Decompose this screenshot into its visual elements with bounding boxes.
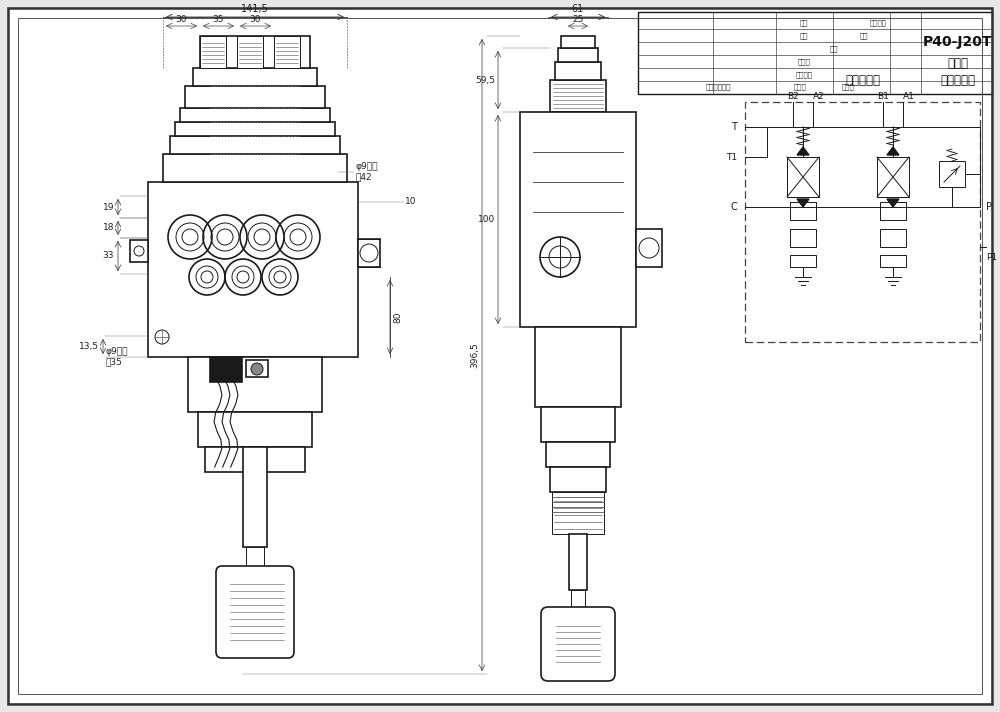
Bar	[790, 229, 816, 247]
Text: C: C	[730, 202, 737, 212]
FancyBboxPatch shape	[216, 566, 294, 658]
Bar	[571, 590, 585, 614]
Text: 10: 10	[405, 197, 416, 206]
Bar	[877, 157, 909, 197]
Bar	[246, 547, 264, 572]
Bar	[358, 239, 380, 267]
Text: 多路阀
外形尺寸图: 多路阀 外形尺寸图	[940, 57, 976, 87]
Text: 59,5: 59,5	[475, 75, 495, 85]
Bar	[638, 12, 992, 94]
Bar	[175, 122, 335, 136]
Bar	[745, 102, 980, 342]
Text: 工艺审: 工艺审	[798, 58, 810, 66]
Text: 规格化审: 规格化审	[796, 72, 812, 78]
Bar	[787, 157, 819, 197]
Bar	[246, 360, 268, 377]
Bar	[200, 36, 226, 68]
Text: 80: 80	[393, 311, 402, 323]
Bar	[130, 240, 148, 262]
Text: B2: B2	[787, 92, 799, 101]
Text: 图纸性质: 图纸性质	[870, 20, 887, 26]
Text: 液压原理图: 液压原理图	[845, 74, 880, 87]
Bar	[550, 467, 606, 492]
Circle shape	[251, 363, 263, 375]
Bar	[180, 108, 330, 122]
Bar	[163, 154, 347, 182]
Text: A1: A1	[903, 92, 915, 101]
Text: P: P	[986, 202, 992, 212]
Bar	[569, 534, 587, 590]
Text: 35: 35	[213, 15, 224, 24]
Bar	[243, 447, 267, 547]
Text: A2: A2	[813, 92, 825, 101]
Text: P1: P1	[986, 253, 997, 261]
Text: 图号: 图号	[800, 20, 808, 26]
Bar	[552, 492, 604, 534]
Bar	[205, 447, 305, 472]
Bar	[541, 407, 615, 442]
Bar	[148, 182, 358, 357]
Text: 19: 19	[103, 202, 114, 211]
Text: 双面合签图纸: 双面合签图纸	[705, 84, 731, 90]
Bar	[193, 68, 317, 86]
Text: 141,5: 141,5	[241, 4, 269, 14]
Polygon shape	[797, 199, 809, 207]
Polygon shape	[797, 147, 809, 155]
Bar	[558, 48, 598, 62]
Bar	[546, 442, 610, 467]
Bar	[200, 36, 310, 68]
Bar	[880, 229, 906, 247]
Bar	[636, 229, 662, 267]
Text: 396,5: 396,5	[470, 342, 479, 368]
Text: T1: T1	[726, 152, 737, 162]
Text: B1: B1	[877, 92, 889, 101]
Bar	[790, 255, 816, 267]
Text: 审核人: 审核人	[842, 84, 854, 90]
Text: 13,5: 13,5	[79, 342, 99, 351]
Text: φ9尺孔
高35: φ9尺孔 高35	[105, 347, 128, 367]
Bar	[550, 80, 606, 112]
Bar	[188, 357, 322, 412]
Bar	[561, 36, 595, 48]
Text: 设计人: 设计人	[794, 84, 806, 90]
Bar	[880, 255, 906, 267]
Bar	[939, 161, 965, 187]
Text: φ9尺孔
高42: φ9尺孔 高42	[355, 162, 378, 182]
Bar	[170, 136, 340, 154]
Text: 100: 100	[478, 216, 495, 224]
Bar	[790, 202, 816, 220]
Text: 33: 33	[103, 251, 114, 261]
Text: 25: 25	[572, 15, 584, 24]
Text: 61: 61	[572, 4, 584, 14]
FancyBboxPatch shape	[541, 607, 615, 681]
Text: 描图: 描图	[860, 33, 868, 39]
Bar	[880, 202, 906, 220]
Text: 18: 18	[103, 224, 114, 233]
Bar	[555, 62, 601, 80]
Text: 30: 30	[176, 15, 187, 24]
Bar	[535, 327, 621, 407]
Bar	[198, 412, 312, 447]
Polygon shape	[887, 147, 899, 155]
Bar	[274, 36, 300, 68]
Text: 审核: 审核	[830, 46, 838, 52]
Bar	[237, 36, 263, 68]
Polygon shape	[887, 199, 899, 207]
Text: 制图: 制图	[800, 33, 808, 39]
Text: 30: 30	[250, 15, 261, 24]
Text: T: T	[731, 122, 737, 132]
Bar	[185, 86, 325, 108]
Bar	[520, 112, 636, 327]
Bar	[210, 357, 242, 382]
Text: P40-J20T: P40-J20T	[923, 35, 993, 49]
